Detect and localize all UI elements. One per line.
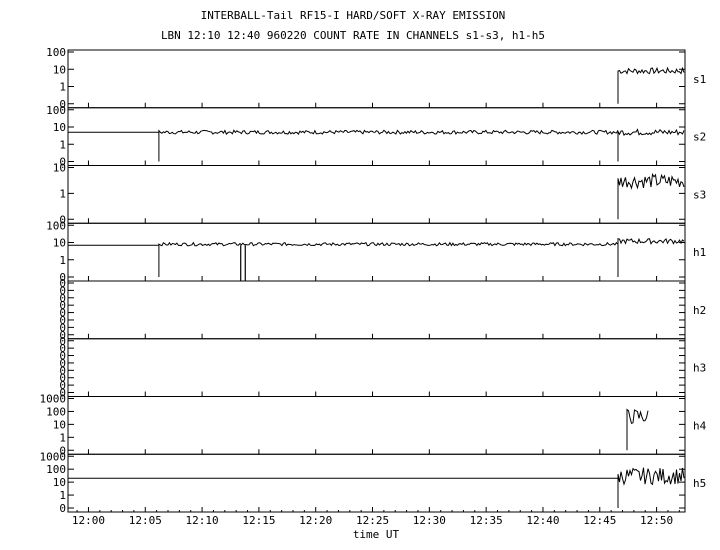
series-line-h5 <box>617 467 685 508</box>
y-tick-label-s3: 1 <box>59 187 66 200</box>
chart-title: INTERBALL-Tail RF15-I HARD/SOFT X-RAY EM… <box>201 9 506 22</box>
y-tick-label-h4: 0 <box>59 444 66 457</box>
y-tick-label-h4: 100 <box>46 405 66 418</box>
y-tick-label-h4: 1 <box>59 431 66 444</box>
panel-label-h3: h3 <box>693 362 706 375</box>
panel-frame-s3 <box>67 165 686 224</box>
x-tick-label: 12:25 <box>356 514 389 527</box>
panel-frame-s1 <box>67 49 686 109</box>
y-tick-label-h3: 0 <box>59 357 66 370</box>
panel-label-s2: s2 <box>693 131 706 144</box>
y-tick-label-h3: 0 <box>59 387 66 400</box>
y-tick-label-h1: 100 <box>46 219 66 232</box>
y-tick-label-h3: 0 <box>59 335 66 348</box>
y-tick-label-s3: 10 <box>53 162 66 175</box>
panel-frame-h5 <box>67 453 686 513</box>
series-line-h1 <box>617 237 685 277</box>
x-tick-label: 12:45 <box>583 514 616 527</box>
y-tick-label-s2: 1 <box>59 138 66 151</box>
panels-group: 1001010s11001010s21010s31001010h10000000… <box>40 46 707 515</box>
series-line-h1 <box>158 241 619 277</box>
panel-frame-h1 <box>67 222 686 282</box>
series-line-s2 <box>617 128 685 162</box>
y-tick-label-h5: 0 <box>59 502 66 515</box>
panel-frame-h2 <box>67 280 686 340</box>
y-tick-label-h3: 0 <box>59 342 66 355</box>
y-tick-label-h2: 0 <box>59 277 66 290</box>
chart-subtitle: LBN 12:10 12:40 960220 COUNT RATE IN CHA… <box>161 29 545 42</box>
panel-label-h1: h1 <box>693 246 706 259</box>
y-tick-label-h3: 0 <box>59 379 66 392</box>
y-tick-label-s3: 0 <box>59 213 66 226</box>
y-tick-label-s1: 0 <box>59 98 66 111</box>
y-tick-label-h3: 0 <box>59 350 66 363</box>
series-line-h4 <box>626 408 649 451</box>
panel-frame-h4 <box>67 396 686 455</box>
x-tick-label: 12:50 <box>640 514 673 527</box>
y-tick-label-h2: 0 <box>59 292 66 305</box>
y-tick-label-h4: 10 <box>53 418 66 431</box>
y-tick-label-s2: 10 <box>53 121 66 134</box>
x-tick-label: 12:05 <box>129 514 162 527</box>
y-tick-label-h2: 0 <box>59 329 66 342</box>
y-tick-label-h3: 0 <box>59 364 66 377</box>
panel-label-s3: s3 <box>693 188 706 201</box>
y-tick-label-h5: 1 <box>59 489 66 502</box>
y-tick-label-h5: 100 <box>46 463 66 476</box>
y-tick-label-h2: 0 <box>59 321 66 334</box>
y-tick-label-s2: 100 <box>46 104 66 117</box>
x-tick-label: 12:15 <box>242 514 275 527</box>
panel-label-h4: h4 <box>693 419 707 432</box>
x-axis: 12:00 12:05 12:10 12:15 12:20 12:25 12:30 12:35… <box>72 102 680 527</box>
y-tick-label-s1: 100 <box>46 46 66 59</box>
y-tick-label-s2: 0 <box>59 156 66 169</box>
y-tick-label-h2: 0 <box>59 314 66 327</box>
x-tick-label: 12:10 <box>186 514 219 527</box>
y-tick-label-h3: 0 <box>59 372 66 385</box>
panel-label-h5: h5 <box>693 477 706 490</box>
y-tick-label-h1: 0 <box>59 271 66 284</box>
y-tick-label-h1: 1 <box>59 254 66 267</box>
y-tick-label-h5: 10 <box>53 476 66 489</box>
panel-label-s1: s1 <box>693 73 706 86</box>
y-tick-label-h2: 0 <box>59 299 66 312</box>
panel-label-h2: h2 <box>693 304 706 317</box>
x-tick-label: 12:35 <box>470 514 503 527</box>
x-tick-label: 12:00 <box>72 514 105 527</box>
series-line-s3 <box>617 172 685 220</box>
x-axis-title: time UT <box>353 528 400 541</box>
y-tick-label-h5: 1000 <box>40 450 67 463</box>
y-tick-label-h1: 10 <box>53 237 66 250</box>
y-tick-label-h2: 0 <box>59 307 66 320</box>
x-tick-label: 12:20 <box>299 514 332 527</box>
panel-frame-h3 <box>67 338 686 397</box>
x-tick-label: 12:30 <box>413 514 446 527</box>
series-line-s2 <box>158 129 619 162</box>
y-tick-label-s1: 10 <box>53 63 66 76</box>
series-line-s1 <box>617 66 685 104</box>
y-tick-label-s1: 1 <box>59 81 66 94</box>
panel-frame-s2 <box>67 107 686 166</box>
x-tick-label: 12:40 <box>526 514 559 527</box>
y-tick-label-h4: 1000 <box>40 393 67 406</box>
y-tick-label-h2: 0 <box>59 284 66 297</box>
